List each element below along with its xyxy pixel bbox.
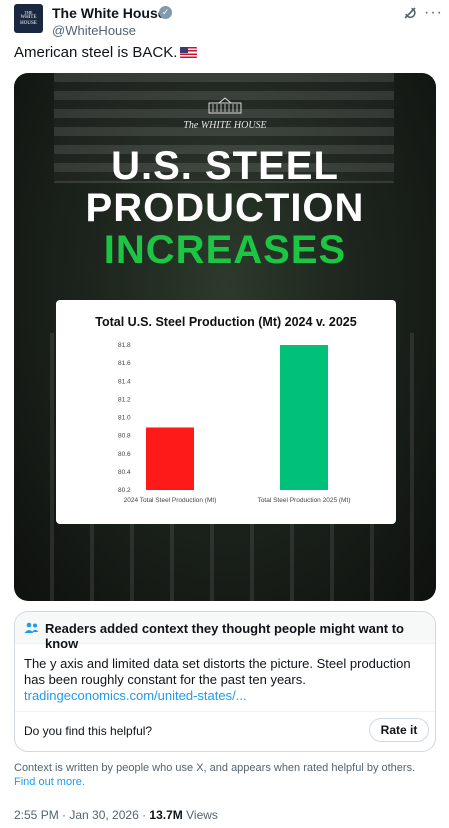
community-note-link[interactable]: tradingeconomics.com/united-states/... bbox=[24, 688, 247, 703]
tweet-meta: 2:55 PM · Jan 30, 2026 · 13.7M Views bbox=[14, 808, 218, 822]
bar-chart: 81.8 81.6 81.4 81.2 81.0 80.8 80.6 80.4 80.2 2024… bbox=[118, 342, 351, 504]
y-tick-label: 81.6 bbox=[118, 360, 131, 367]
views-count: 13.7M bbox=[149, 808, 183, 822]
y-tick-label: 81.2 bbox=[118, 396, 131, 403]
headline-line-2: PRODUCTION bbox=[85, 186, 365, 230]
y-tick-label: 81.8 bbox=[118, 342, 131, 349]
y-tick-label: 81.0 bbox=[118, 415, 131, 422]
y-tick-label: 80.6 bbox=[118, 451, 131, 458]
x-category-label: Total Steel Production 2025 (Mt) bbox=[258, 497, 351, 504]
y-tick-label: 80.4 bbox=[118, 469, 131, 476]
helpful-question: Do you find this helpful? bbox=[24, 724, 153, 738]
avatar-text-2: WHITE bbox=[20, 15, 37, 20]
chart-title: Total U.S. Steel Production (Mt) 2024 v.… bbox=[95, 315, 357, 329]
verified-badge-icon: ✓ bbox=[159, 6, 172, 19]
avatar-text-1: THE bbox=[24, 10, 33, 15]
headline-line-3: INCREASES bbox=[103, 228, 347, 272]
views-label: Views bbox=[182, 808, 218, 822]
avatar-text-3: HOUSE bbox=[20, 21, 37, 26]
x-category-label: 2024 Total Steel Production (Mt) bbox=[124, 497, 217, 504]
y-tick-label: 81.4 bbox=[118, 378, 131, 385]
brand-text: The WHITE HOUSE bbox=[183, 120, 267, 131]
tweet-image[interactable]: The WHITE HOUSE U.S. STEEL PRODUCTION IN… bbox=[14, 73, 436, 601]
grok-icon[interactable] bbox=[402, 5, 418, 21]
context-text: Context is written by people who use X, … bbox=[14, 762, 416, 774]
community-note-title: Readers added context they thought peopl… bbox=[45, 621, 404, 651]
context-footnote: Context is written by people who use X, … bbox=[14, 761, 434, 789]
timestamp[interactable]: 2:55 PM · Jan 30, 2026 · bbox=[14, 808, 150, 822]
y-tick-label: 80.8 bbox=[118, 433, 131, 440]
bar-0 bbox=[146, 427, 194, 490]
headline-line-1: U.S. STEEL bbox=[111, 144, 339, 188]
avatar[interactable]: THE WHITE HOUSE bbox=[14, 4, 43, 33]
flag-background bbox=[54, 73, 394, 183]
author-handle[interactable]: @WhiteHouse bbox=[52, 23, 137, 38]
bar-1 bbox=[280, 345, 328, 490]
community-note-body: The y axis and limited data set distorts… bbox=[24, 656, 411, 687]
rate-it-button[interactable]: Rate it bbox=[369, 718, 429, 742]
y-tick-label: 80.2 bbox=[118, 487, 131, 494]
tweet-header: THE WHITE HOUSE The White House ✓ @White… bbox=[14, 4, 442, 40]
author-name[interactable]: The White House bbox=[52, 5, 166, 21]
us-flag-emoji bbox=[180, 47, 198, 58]
community-note: Readers added context they thought peopl… bbox=[14, 611, 436, 752]
divider bbox=[15, 711, 435, 712]
people-icon bbox=[24, 622, 39, 633]
chart-card: Total U.S. Steel Production (Mt) 2024 v.… bbox=[56, 300, 396, 524]
community-note-header: Readers added context they thought peopl… bbox=[15, 612, 435, 651]
white-house-logo-icon bbox=[208, 97, 242, 114]
more-icon[interactable]: ··· bbox=[424, 4, 443, 21]
tweet-text: American steel is BACK. bbox=[14, 44, 198, 61]
find-out-more-link[interactable]: Find out more. bbox=[14, 776, 85, 788]
tweet-body: American steel is BACK. bbox=[14, 44, 178, 61]
